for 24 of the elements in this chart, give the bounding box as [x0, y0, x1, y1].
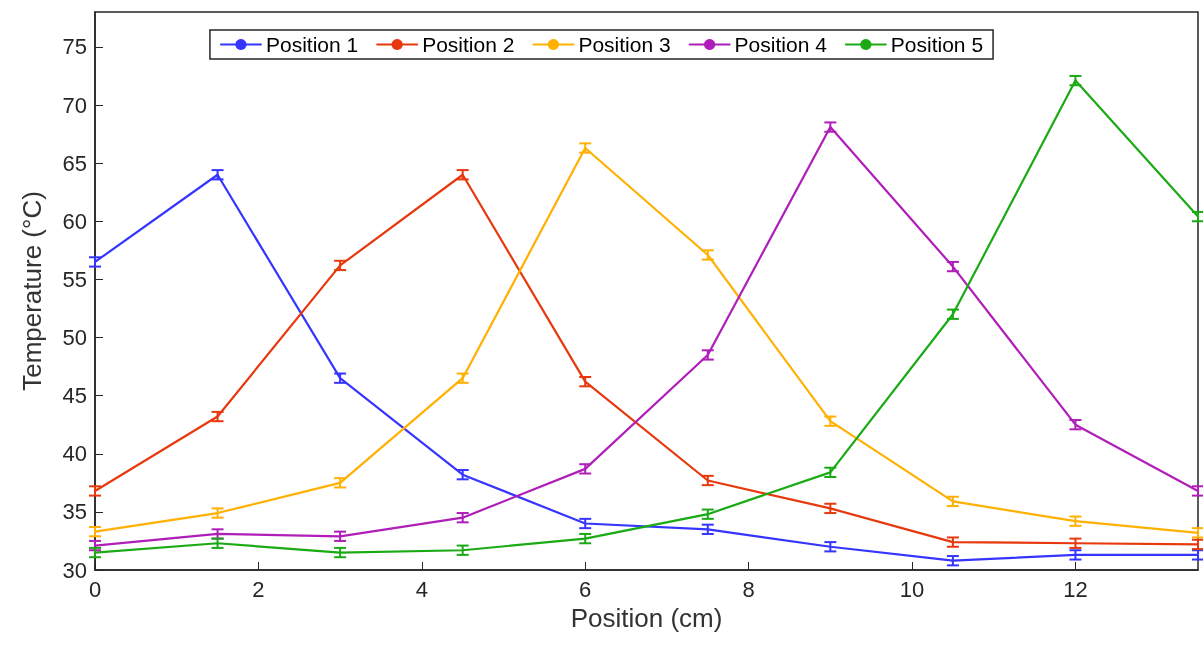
y-tick-label: 60	[62, 208, 87, 234]
y-tick-label: 55	[62, 266, 87, 292]
y-axis-title: Temperature (°C)	[17, 191, 47, 391]
x-tick-label: 4	[415, 576, 428, 602]
legend-label: Position 1	[265, 33, 359, 56]
x-tick-label: 12	[1063, 576, 1088, 602]
y-tick-label: 40	[62, 441, 87, 467]
y-tick-label: 35	[62, 499, 87, 525]
legend-label: Position 4	[734, 33, 828, 56]
legend-label: Position 2	[422, 33, 515, 56]
y-tick-label: 70	[62, 92, 87, 118]
y-tick-label: 45	[62, 383, 87, 409]
x-tick-label: 0	[88, 576, 102, 602]
y-tick-label: 65	[62, 150, 87, 176]
y-tick-label: 75	[62, 34, 87, 60]
x-tick-label: 10	[899, 576, 925, 602]
x-axis-title: Position (cm)	[570, 602, 723, 633]
x-tick-label: 6	[579, 576, 592, 602]
x-tick-label: 8	[742, 576, 755, 602]
legend-label: Position 5	[890, 33, 984, 56]
y-tick-label: 30	[62, 557, 87, 583]
legend-label: Position 3	[578, 33, 671, 56]
y-tick-label: 50	[62, 325, 87, 350]
x-tick-label: 2	[252, 576, 265, 602]
